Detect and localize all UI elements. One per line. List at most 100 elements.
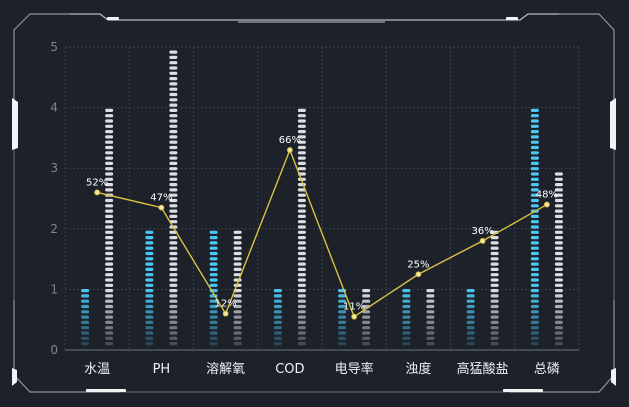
bar-segment xyxy=(145,336,154,340)
bar-segment xyxy=(105,331,114,335)
bar-segment xyxy=(426,320,435,324)
bar-segment xyxy=(297,273,306,277)
bar-segment xyxy=(530,108,539,112)
bar-segment xyxy=(466,294,475,298)
bar-segment xyxy=(362,315,371,319)
bar-segment xyxy=(338,294,347,298)
bar-segment xyxy=(273,342,282,346)
bar-segment xyxy=(169,289,178,293)
bar-segment xyxy=(145,267,154,271)
bar-segment xyxy=(105,135,114,139)
bar-segment xyxy=(554,304,563,309)
bar-segment xyxy=(530,257,539,261)
bar-segment xyxy=(145,273,154,277)
bar-segment xyxy=(169,236,178,240)
bar-segment xyxy=(490,283,499,287)
bar-segment xyxy=(530,204,539,208)
bar-segment xyxy=(402,320,411,324)
bar-segment xyxy=(169,310,178,314)
bar-segment xyxy=(105,246,114,250)
bar-segment xyxy=(530,236,539,240)
bar-segment xyxy=(554,177,563,181)
bar-series-2 xyxy=(297,108,306,346)
frame-edge-markers xyxy=(12,17,616,392)
bar-segment xyxy=(466,336,475,340)
bar-segment xyxy=(554,257,563,261)
bar-segment xyxy=(362,294,371,298)
bar-segment xyxy=(145,310,154,314)
bar-segment xyxy=(105,151,114,155)
frame-top-accent xyxy=(70,13,559,23)
bar-segment xyxy=(273,320,282,324)
bar-segment xyxy=(145,326,154,330)
bar-segment xyxy=(338,304,347,309)
bar-segment xyxy=(426,294,435,298)
bar-segment xyxy=(554,278,563,282)
x-tick-label: COD xyxy=(275,362,304,377)
bar-segment xyxy=(297,310,306,314)
bar-segment xyxy=(233,257,242,261)
bar-segment xyxy=(297,251,306,256)
line-path xyxy=(96,148,548,318)
bar-segment xyxy=(105,320,114,324)
bar-segment xyxy=(530,331,539,335)
bar-segment xyxy=(490,289,499,293)
bar-segment xyxy=(530,251,539,256)
bar-segment xyxy=(297,204,306,208)
bar-segment xyxy=(169,119,178,123)
bar-segment xyxy=(554,198,563,203)
bar-series-1 xyxy=(81,289,90,346)
bar-segment xyxy=(105,209,114,213)
bar-segment xyxy=(209,299,218,303)
bar-segment xyxy=(145,304,154,309)
bar-segment xyxy=(169,145,178,150)
line-point xyxy=(543,201,550,208)
bar-segment xyxy=(105,130,114,134)
x-tick-label: 高猛酸盐 xyxy=(457,361,509,377)
bar-series-2 xyxy=(426,289,435,346)
bar-segment xyxy=(209,251,218,256)
bar-segment xyxy=(362,299,371,303)
bar-segment xyxy=(145,251,154,256)
bar-segment xyxy=(169,273,178,277)
line-data-label: 11% xyxy=(343,302,365,313)
bar-segment xyxy=(554,289,563,293)
bar-segment xyxy=(362,289,371,293)
bar-segment xyxy=(105,198,114,203)
bar-segment xyxy=(426,331,435,335)
bar-segment xyxy=(554,283,563,287)
bar-segment xyxy=(273,289,282,293)
bar-segment xyxy=(402,331,411,335)
bar-segment xyxy=(490,320,499,324)
bar-segment xyxy=(105,214,114,218)
bar-segment xyxy=(209,336,218,340)
bar-segment xyxy=(554,251,563,256)
bar-segment xyxy=(209,278,218,282)
bar-segment xyxy=(297,241,306,245)
bar-segment xyxy=(530,225,539,229)
bar-segment xyxy=(297,167,306,171)
bar-segment xyxy=(233,320,242,324)
line-data-label: 12% xyxy=(215,299,237,310)
line-data-label: 66% xyxy=(279,135,301,146)
bar-segment xyxy=(530,124,539,128)
bar-segment xyxy=(490,315,499,319)
bar-segment xyxy=(105,119,114,123)
bar-segment xyxy=(490,299,499,303)
line-data-label: 52% xyxy=(86,177,108,188)
x-tick-label: PH xyxy=(153,362,171,377)
line-data-labels: 52% 47% 12% 66% 11% 25% 36% 48% xyxy=(86,135,558,313)
bar-segment xyxy=(466,331,475,335)
bar-segment xyxy=(233,262,242,266)
bar-segment xyxy=(297,188,306,192)
bar-segment xyxy=(554,320,563,324)
line-point xyxy=(222,310,229,317)
bar-segment xyxy=(554,315,563,319)
bar-segment xyxy=(169,50,178,54)
bar-segment xyxy=(105,220,114,224)
bar-segment xyxy=(273,315,282,319)
bar-segment xyxy=(169,92,178,97)
bar-segment xyxy=(554,310,563,314)
bar-series-1 xyxy=(209,230,218,346)
bar-segment xyxy=(105,167,114,171)
